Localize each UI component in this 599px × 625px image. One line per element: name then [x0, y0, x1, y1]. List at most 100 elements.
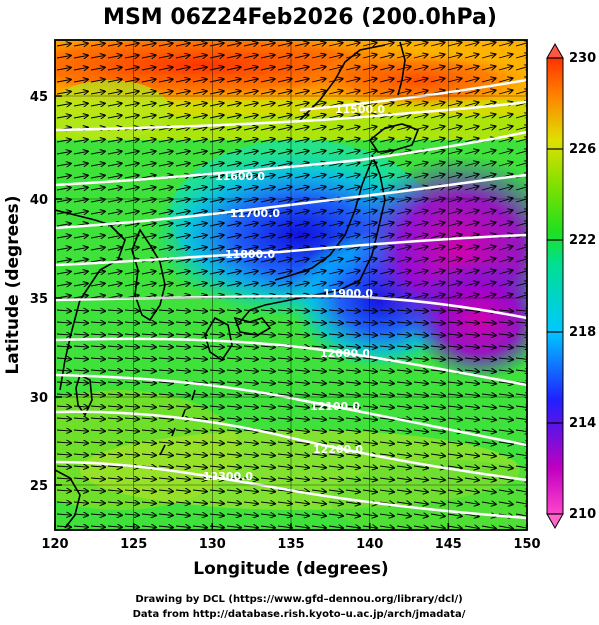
wind-arrow [56, 224, 71, 227]
wind-arrow [158, 283, 173, 286]
wind-arrow [311, 103, 326, 106]
wind-arrow [73, 490, 88, 491]
wind-arrow [379, 490, 394, 492]
wind-arrow [396, 91, 411, 95]
wind-arrow [192, 79, 207, 82]
wind-arrow [175, 259, 190, 262]
wind-arrow [430, 502, 445, 504]
wind-arrow [141, 163, 156, 166]
wind-arrow [447, 186, 462, 190]
wind-arrow [430, 66, 445, 70]
wind-arrow [498, 78, 513, 82]
wind-arrow [277, 115, 292, 118]
wind-arrow [430, 222, 445, 226]
wind-arrow [447, 334, 462, 335]
wind-arrow [413, 211, 428, 215]
wind-arrow [413, 139, 428, 143]
wind-arrow [328, 394, 343, 396]
wind-arrow [396, 187, 411, 191]
wind-arrow [413, 394, 428, 396]
wind-arrow [294, 478, 309, 480]
wind-arrow [498, 334, 513, 335]
wind-arrow [175, 322, 190, 323]
wind-arrow [464, 322, 479, 323]
wind-arrow [277, 163, 292, 166]
wind-arrow [175, 526, 190, 528]
wind-arrow [175, 67, 190, 70]
wind-arrow [294, 151, 309, 154]
wind-arrow [260, 370, 275, 371]
wind-arrow [277, 358, 292, 359]
wind-arrow [124, 418, 139, 419]
wind-arrow [413, 175, 428, 179]
wind-arrow [447, 114, 462, 118]
wind-arrow [175, 247, 190, 250]
wind-arrow [56, 236, 71, 239]
wind-arrow [73, 370, 88, 371]
wind-arrow [311, 382, 326, 383]
wind-arrow [396, 175, 411, 179]
wind-arrow [430, 42, 445, 46]
wind-arrow [430, 270, 445, 274]
wind-arrow [379, 43, 394, 46]
wind-arrow [158, 211, 173, 214]
wind-arrow [413, 502, 428, 504]
wind-arrow [311, 466, 326, 468]
wind-arrow [464, 246, 479, 250]
wind-arrow [90, 346, 105, 347]
wind-arrow [481, 526, 496, 529]
wind-arrow [464, 90, 479, 94]
wind-arrow [413, 442, 428, 444]
wind-arrow [328, 514, 343, 516]
wind-arrow [175, 442, 190, 443]
wind-arrow [124, 103, 139, 106]
wind-arrow [243, 394, 258, 395]
wind-arrow [379, 79, 394, 82]
wind-arrow [345, 478, 360, 480]
wind-arrow [447, 382, 462, 384]
wind-arrow [90, 382, 105, 383]
wind-arrow [447, 66, 462, 70]
wind-arrow [90, 199, 105, 202]
wind-arrow [464, 346, 479, 348]
wind-arrow [328, 382, 343, 384]
wind-arrow [430, 174, 445, 178]
wind-arrow [107, 310, 122, 311]
wind-arrow [396, 478, 411, 480]
wind-arrow [481, 418, 496, 420]
wind-arrow [175, 103, 190, 106]
wind-arrow [141, 43, 156, 46]
wind-arrow [345, 394, 360, 396]
wind-arrow [243, 103, 258, 106]
wind-arrow [515, 222, 527, 226]
colorbar-label: 226 [569, 142, 596, 157]
wind-arrow [294, 43, 309, 46]
wind-arrow [430, 418, 445, 420]
wind-arrow [226, 430, 241, 431]
wind-arrow [226, 514, 241, 516]
wind-arrow [430, 526, 445, 528]
wind-arrow [277, 502, 292, 504]
wind-arrow [124, 79, 139, 82]
wind-arrow [107, 271, 122, 274]
wind-arrow [56, 478, 71, 479]
wind-arrow [498, 150, 513, 154]
wind-arrow [141, 334, 156, 335]
wind-arrow [90, 442, 105, 443]
wind-arrow [498, 210, 513, 214]
wind-arrow [481, 114, 496, 118]
wind-arrow [328, 502, 343, 504]
wind-arrow [124, 223, 139, 226]
wind-arrow [277, 103, 292, 106]
wind-arrow [141, 526, 156, 527]
wind-arrow [73, 358, 88, 359]
wind-arrow [158, 334, 173, 335]
wind-arrow [73, 418, 88, 419]
wind-arrow [260, 466, 275, 468]
wind-arrow [124, 55, 139, 58]
wind-arrow [175, 370, 190, 371]
wind-arrow [56, 406, 71, 407]
contour-labels: 11500.0 11600.0 11700.0 11800.0 11900.0 … [203, 103, 385, 483]
wind-arrow [192, 514, 207, 516]
wind-arrow [175, 163, 190, 166]
